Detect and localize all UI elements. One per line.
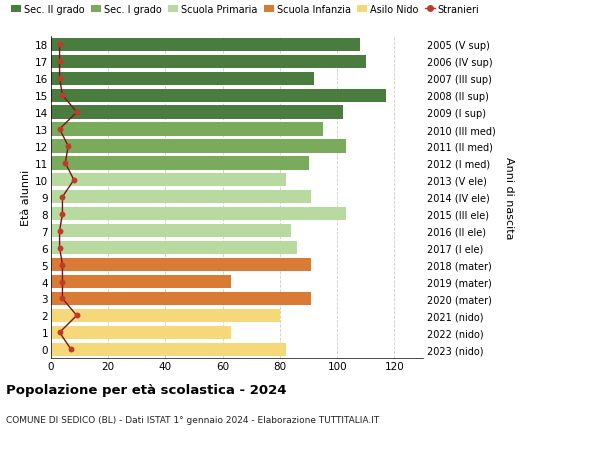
Legend: Sec. II grado, Sec. I grado, Scuola Primaria, Scuola Infanzia, Asilo Nido, Stran: Sec. II grado, Sec. I grado, Scuola Prim…: [11, 5, 479, 15]
Point: [61, 160, 70, 167]
Point: [58, 194, 67, 201]
Point: [64, 143, 73, 150]
Point: [58, 295, 67, 302]
Point: [58, 92, 67, 100]
Bar: [51, 207, 346, 221]
Point: [55, 75, 64, 83]
Y-axis label: Anni di nascita: Anni di nascita: [504, 156, 514, 239]
Point: [55, 58, 64, 66]
Bar: [51, 224, 292, 238]
Point: [55, 329, 64, 336]
Point: [55, 41, 64, 49]
Bar: [51, 343, 286, 356]
Point: [72, 312, 82, 319]
Point: [55, 245, 64, 252]
Bar: [51, 258, 311, 272]
Point: [66, 346, 76, 353]
Point: [55, 126, 64, 134]
Bar: [51, 309, 280, 322]
Bar: [51, 174, 286, 187]
Text: Popolazione per età scolastica - 2024: Popolazione per età scolastica - 2024: [6, 383, 287, 396]
Bar: [51, 326, 231, 339]
Bar: [51, 56, 366, 69]
Bar: [51, 292, 311, 305]
Text: COMUNE DI SEDICO (BL) - Dati ISTAT 1° gennaio 2024 - Elaborazione TUTTITALIA.IT: COMUNE DI SEDICO (BL) - Dati ISTAT 1° ge…: [6, 415, 379, 425]
Bar: [51, 106, 343, 119]
Bar: [51, 275, 231, 289]
Point: [58, 278, 67, 285]
Bar: [51, 39, 360, 52]
Point: [58, 211, 67, 218]
Bar: [51, 191, 311, 204]
Bar: [51, 140, 346, 153]
Point: [72, 109, 82, 117]
Bar: [51, 73, 314, 85]
Y-axis label: Età alunni: Età alunni: [21, 169, 31, 225]
Point: [58, 261, 67, 269]
Bar: [51, 157, 308, 170]
Bar: [51, 90, 386, 102]
Point: [69, 177, 79, 184]
Bar: [51, 123, 323, 136]
Point: [55, 228, 64, 235]
Bar: [51, 241, 297, 255]
